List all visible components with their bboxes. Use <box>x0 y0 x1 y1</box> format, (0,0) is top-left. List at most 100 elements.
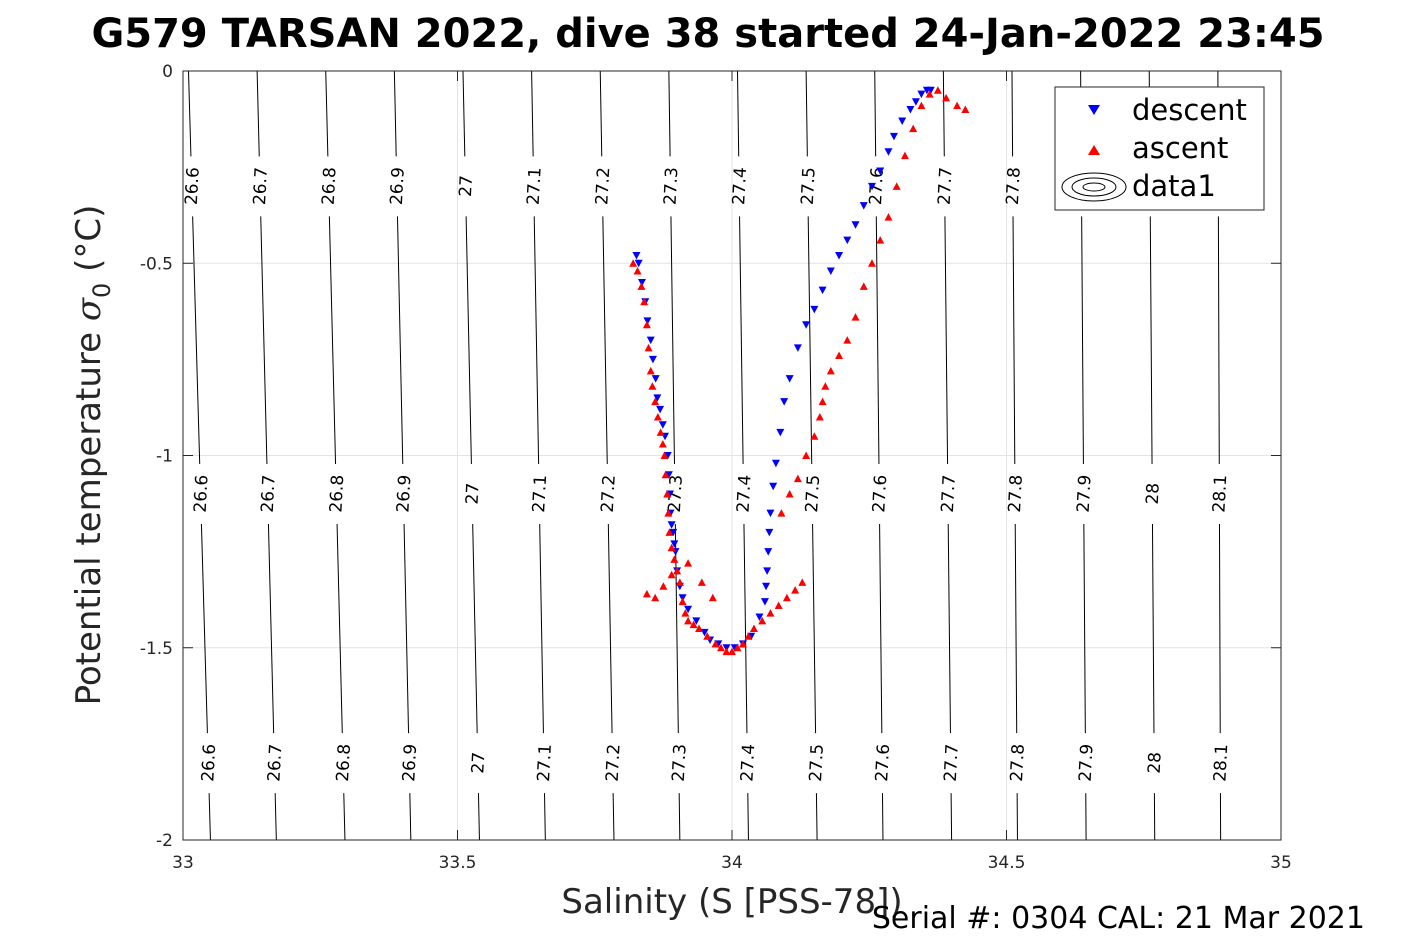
legend-ascent-label: ascent <box>1132 131 1228 165</box>
contour-label: 27.9 <box>1074 474 1096 513</box>
contour-line <box>881 793 884 840</box>
descent-point <box>889 132 898 141</box>
descent-point <box>664 471 673 479</box>
legend: descent ascent data1 <box>1054 86 1265 211</box>
ascent-point <box>884 213 893 221</box>
descent-point <box>771 459 780 468</box>
contour-line <box>531 71 534 157</box>
ascent-point <box>798 578 807 586</box>
contour-line <box>812 523 817 734</box>
contour-line <box>544 793 546 840</box>
contour-label: 26.9 <box>393 474 415 513</box>
contour-line <box>325 71 329 157</box>
ascent-point <box>651 397 660 406</box>
ascent-point <box>651 593 660 602</box>
contour-label: 26.6 <box>198 743 220 782</box>
contour-label: 27.4 <box>729 167 751 206</box>
contour-line <box>736 71 740 157</box>
ascent-point <box>782 593 791 602</box>
ascent-point <box>648 382 657 390</box>
ascent-point <box>815 413 824 421</box>
y-axis-label-main: Potential temperature <box>69 321 109 705</box>
contour-label: 27.7 <box>935 167 957 206</box>
ascent-point <box>851 313 860 321</box>
ascent-point <box>802 451 811 459</box>
contour-line <box>477 793 480 840</box>
ascent-point <box>681 609 690 617</box>
contour-label: 26.8 <box>333 743 355 782</box>
ascent-point <box>774 601 783 609</box>
ascent-point <box>659 582 668 590</box>
descent-point <box>692 617 701 625</box>
contour-label: 26.7 <box>264 743 286 782</box>
contour-line <box>200 523 208 734</box>
contour-label: 27.4 <box>734 474 756 513</box>
ascent-point <box>917 101 926 110</box>
ascent-point <box>637 282 646 290</box>
ascent-point <box>777 509 786 517</box>
contour-label: 28.1 <box>1210 743 1232 782</box>
contour-line <box>743 523 748 734</box>
contour-line <box>874 71 877 157</box>
contour-line <box>739 216 744 464</box>
descent-point <box>651 375 660 383</box>
contour-label: 26.9 <box>387 167 409 206</box>
ascent-point <box>791 586 800 594</box>
descent-point <box>667 521 676 529</box>
ascent-point <box>876 236 885 244</box>
ascent-point <box>744 632 753 640</box>
ascent-point <box>678 597 687 606</box>
contour-line <box>393 71 397 157</box>
ascent-point <box>670 555 679 563</box>
ascent-point <box>810 432 819 440</box>
ascent-point <box>646 366 655 375</box>
descent-point <box>911 98 920 106</box>
descent-point <box>700 628 709 637</box>
contour-line <box>539 523 544 734</box>
contour-label: 26.8 <box>319 167 341 206</box>
contour-line <box>1012 216 1016 464</box>
contour-label: 27.3 <box>669 743 691 782</box>
descent-point <box>818 286 827 295</box>
ascent-point <box>900 151 909 160</box>
descent-point <box>851 221 860 229</box>
contour-label: 27.2 <box>598 474 620 513</box>
contour-label: 26.7 <box>258 474 280 513</box>
ascent-point <box>703 632 712 640</box>
ascent-point <box>642 320 651 329</box>
legend-ascent-marker <box>1088 145 1100 155</box>
descent-point <box>632 252 641 260</box>
ascent-point <box>859 282 868 290</box>
ascent-point <box>793 474 802 483</box>
data-points <box>629 86 970 656</box>
contour-line <box>607 523 613 734</box>
contour-line <box>805 71 808 157</box>
descent-point <box>643 317 652 325</box>
contour-line <box>274 793 277 840</box>
descent-point <box>802 321 811 329</box>
descent-point <box>859 202 868 210</box>
contour-label: 26.9 <box>399 743 421 782</box>
descent-point <box>793 344 802 352</box>
contour-label: 27.1 <box>529 474 551 513</box>
ascent-point <box>892 182 901 190</box>
contour-line <box>409 793 412 840</box>
contour-line <box>1081 216 1084 464</box>
descent-point <box>867 182 876 191</box>
descent-point <box>648 355 657 364</box>
y-axis-label-sigma: σ <box>69 297 109 321</box>
descent-point <box>663 452 672 460</box>
contour-label: 27.1 <box>524 167 546 206</box>
ascent-point <box>642 589 651 598</box>
legend-descent-label: descent <box>1132 93 1247 127</box>
ascent-point <box>640 297 649 306</box>
contour-line <box>599 71 603 157</box>
legend-data1-label: data1 <box>1132 169 1216 203</box>
x-tick-label: 33.5 <box>439 853 477 873</box>
contour-line <box>947 523 951 734</box>
descent-point <box>670 540 679 548</box>
ascent-point <box>835 351 844 360</box>
ascent-point <box>663 489 672 498</box>
descent-point <box>669 528 678 537</box>
x-tick-label: 35 <box>1270 853 1292 873</box>
